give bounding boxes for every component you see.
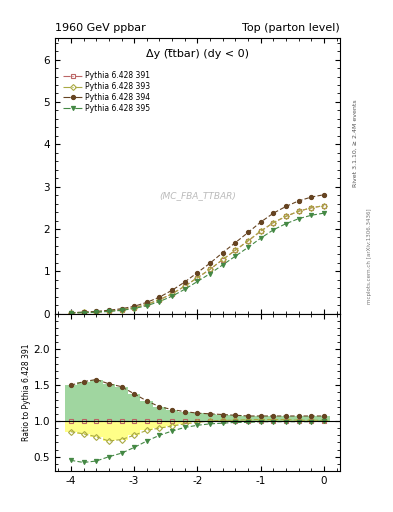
Y-axis label: Ratio to Pythia 6.428 391: Ratio to Pythia 6.428 391 xyxy=(22,344,31,441)
Legend: Pythia 6.428 391, Pythia 6.428 393, Pythia 6.428 394, Pythia 6.428 395: Pythia 6.428 391, Pythia 6.428 393, Pyth… xyxy=(62,70,152,115)
Text: 1960 GeV ppbar: 1960 GeV ppbar xyxy=(55,23,146,33)
Text: Δy (t̅tbar) (dy < 0): Δy (t̅tbar) (dy < 0) xyxy=(146,50,249,59)
Text: (MC_FBA_TTBAR): (MC_FBA_TTBAR) xyxy=(159,191,236,200)
Text: mcplots.cern.ch [arXiv:1306.3436]: mcplots.cern.ch [arXiv:1306.3436] xyxy=(367,208,372,304)
Text: Top (parton level): Top (parton level) xyxy=(242,23,340,33)
Text: Rivet 3.1.10, ≥ 2.4M events: Rivet 3.1.10, ≥ 2.4M events xyxy=(353,99,358,187)
